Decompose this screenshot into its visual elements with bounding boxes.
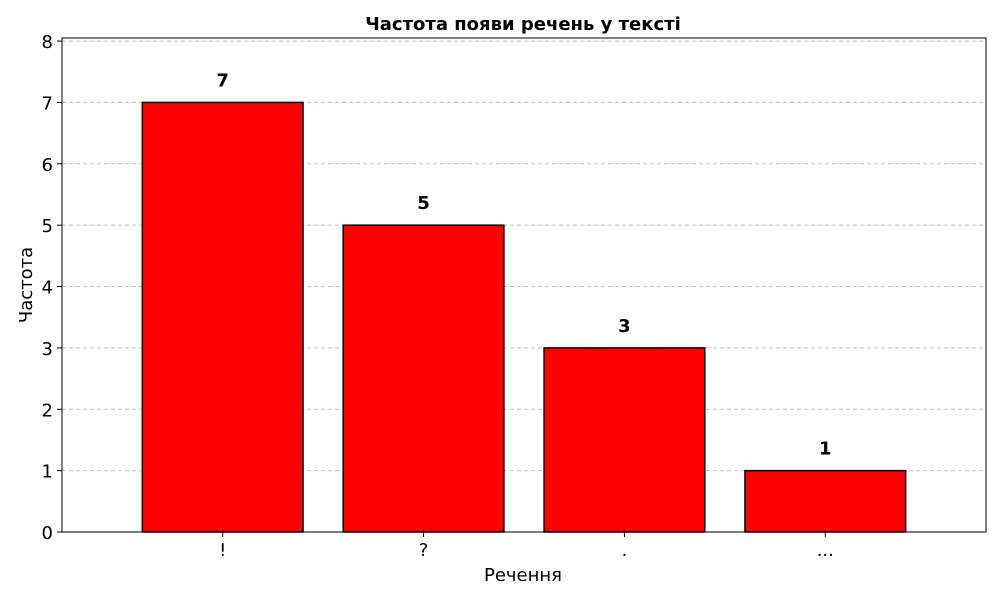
bar — [744, 469, 907, 533]
data-label: 7 — [216, 70, 229, 91]
bar — [543, 347, 706, 533]
bar — [141, 101, 304, 533]
plot-frame — [61, 37, 987, 533]
x-tick-label: ! — [219, 540, 226, 561]
y-tick-label: 5 — [42, 216, 53, 237]
y-tick-label: 2 — [42, 400, 53, 421]
y-tick-label: 7 — [42, 93, 53, 114]
y-tick-label: 3 — [42, 339, 53, 360]
y-tick-label: 4 — [42, 278, 53, 299]
y-tick-label: 0 — [42, 523, 53, 544]
x-tick-label: . — [622, 540, 628, 561]
x-axis-ticks: !?.... — [219, 532, 834, 561]
y-axis-label: Частота — [16, 247, 37, 323]
x-tick-label: ... — [817, 540, 834, 561]
data-label: 5 — [417, 193, 430, 214]
bars — [141, 101, 907, 533]
data-label: 3 — [618, 316, 631, 337]
y-axis-ticks: 0 1 2 3 4 5 6 7 8 — [42, 32, 62, 544]
y-tick-label: 1 — [42, 462, 53, 483]
bar — [342, 224, 505, 533]
x-tick-label: ? — [419, 540, 429, 561]
y-tick-label: 8 — [42, 32, 53, 53]
data-labels: 7 5 3 1 — [216, 70, 831, 459]
chart-title: Частота появи речень у тексті — [365, 14, 681, 35]
y-tick-label: 6 — [42, 155, 53, 176]
data-label: 1 — [819, 439, 832, 460]
x-axis-label: Речення — [484, 565, 562, 586]
